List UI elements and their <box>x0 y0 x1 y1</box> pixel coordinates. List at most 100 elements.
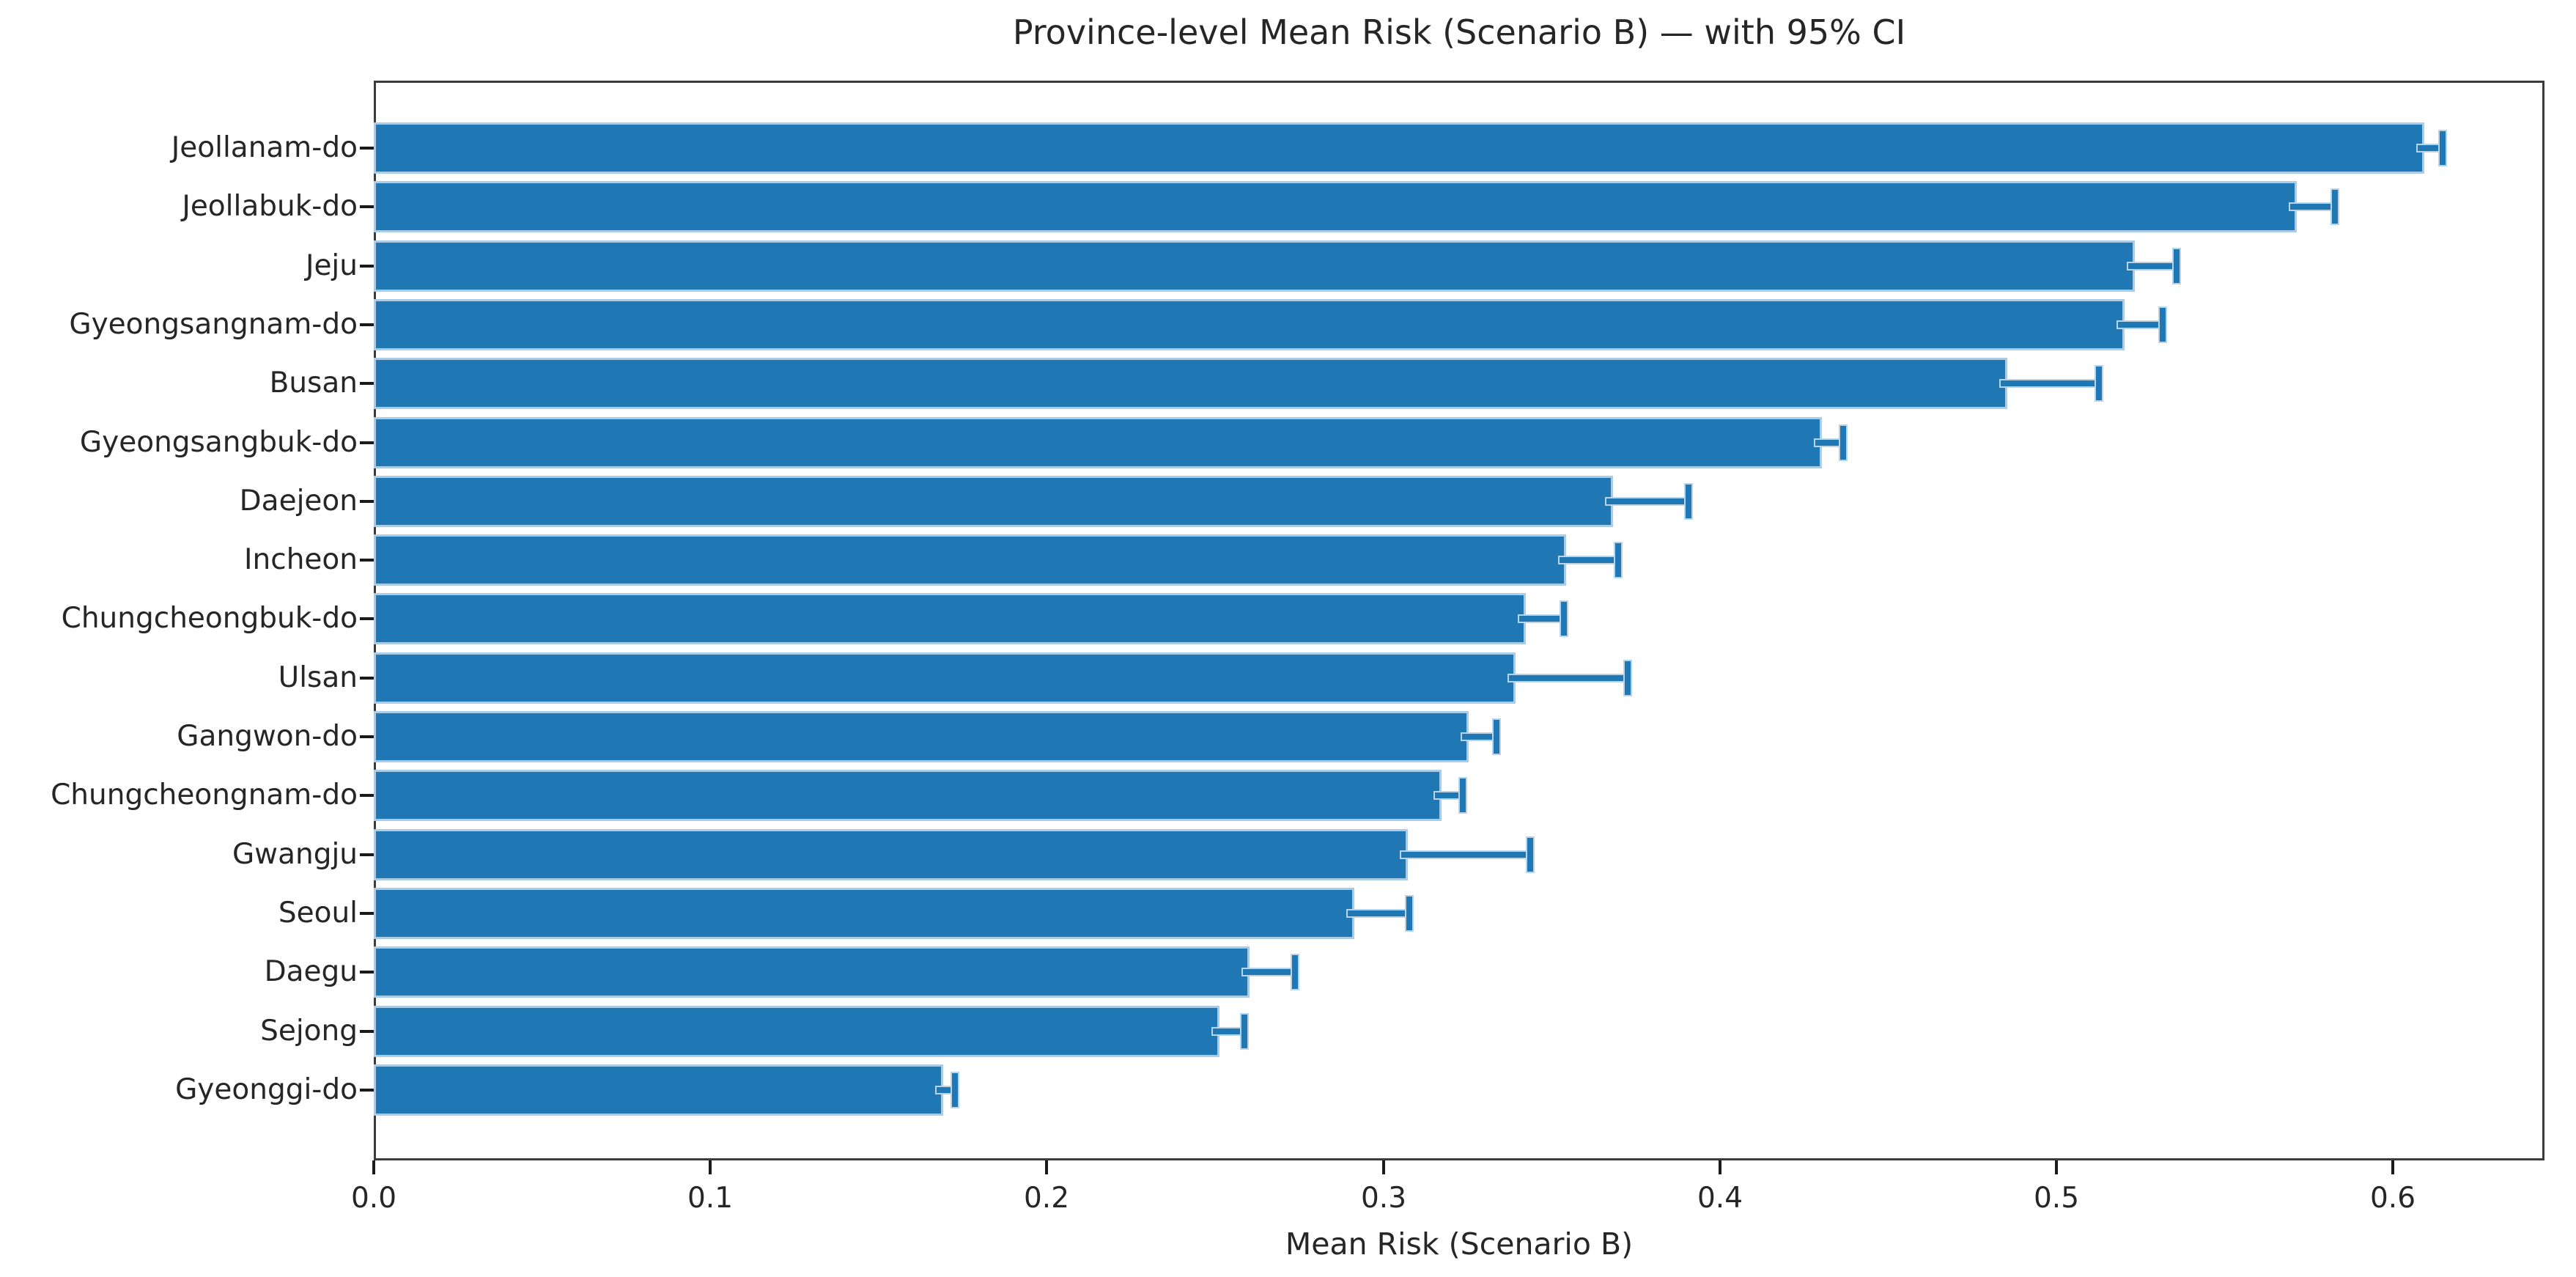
bar-seoul <box>374 887 1354 939</box>
error-cap-ulsan <box>1625 660 1631 695</box>
ytick-mark-ulsan <box>360 677 374 680</box>
error-whisker-jeollabuk-do <box>2290 204 2335 210</box>
ytick-label-jeollanam-do: Jeollanam-do <box>171 131 358 164</box>
xtick-mark-0.1 <box>709 1160 712 1174</box>
ytick-mark-seoul <box>360 912 374 915</box>
ytick-mark-sejong <box>360 1030 374 1033</box>
ytick-label-ulsan: Ulsan <box>278 661 358 694</box>
xtick-label-0.1: 0.1 <box>687 1182 734 1215</box>
bar-chungcheongbuk-do <box>374 593 1526 645</box>
ytick-mark-gwangju <box>360 853 374 856</box>
ytick-label-daejeon: Daejeon <box>239 485 358 518</box>
error-whisker-ulsan <box>1509 674 1628 681</box>
ytick-mark-chungcheongnam-do <box>360 794 374 797</box>
error-whisker-chungcheongbuk-do <box>1519 616 1564 622</box>
error-cap-seoul <box>1406 896 1412 930</box>
xtick-label-0.2: 0.2 <box>1023 1182 1070 1215</box>
ytick-mark-busan <box>360 382 374 385</box>
bar-daejeon <box>374 475 1613 527</box>
ytick-mark-gyeonggi-do <box>360 1089 374 1092</box>
error-whisker-gyeongsangbuk-do <box>1815 439 1843 446</box>
ytick-mark-jeju <box>360 265 374 268</box>
error-cap-busan <box>2096 367 2102 401</box>
error-cap-gyeonggi-do <box>952 1072 958 1107</box>
xtick-label-0.5: 0.5 <box>2033 1182 2080 1215</box>
xtick-mark-0.6 <box>2391 1160 2394 1174</box>
ytick-mark-incheon <box>360 559 374 562</box>
ytick-mark-chungcheongbuk-do <box>360 617 374 620</box>
ytick-label-sejong: Sejong <box>260 1015 358 1048</box>
bar-jeollabuk-do <box>374 181 2297 233</box>
ytick-mark-gyeongsangnam-do <box>360 323 374 326</box>
plot-area <box>374 81 2544 1160</box>
error-whisker-gangwon-do <box>1462 734 1496 740</box>
bar-jeju <box>374 240 2135 292</box>
xtick-mark-0.4 <box>1719 1160 1721 1174</box>
xtick-label-0.3: 0.3 <box>1360 1182 1407 1215</box>
bar-busan <box>374 358 2007 410</box>
bar-gyeongsangbuk-do <box>374 416 1822 468</box>
error-whisker-gyeongsangnam-do <box>2118 321 2163 328</box>
error-whisker-jeollanam-do <box>2418 145 2443 151</box>
error-whisker-jeju <box>2128 262 2177 269</box>
error-whisker-chungcheongnam-do <box>1435 792 1463 799</box>
error-cap-gyeongsangnam-do <box>2160 307 2166 342</box>
bar-incheon <box>374 534 1566 586</box>
error-whisker-seoul <box>1348 910 1409 916</box>
ytick-mark-jeollabuk-do <box>360 205 374 208</box>
xtick-mark-0.0 <box>372 1160 375 1174</box>
bar-daegu <box>374 946 1250 998</box>
ytick-label-busan: Busan <box>269 367 358 400</box>
error-whisker-daegu <box>1243 969 1294 976</box>
ytick-label-jeollabuk-do: Jeollabuk-do <box>182 190 358 223</box>
ytick-mark-gangwon-do <box>360 735 374 738</box>
error-whisker-busan <box>2001 380 2100 387</box>
ytick-label-incheon: Incheon <box>244 543 358 576</box>
ytick-mark-daegu <box>360 971 374 974</box>
ytick-label-chungcheongbuk-do: Chungcheongbuk-do <box>61 602 358 635</box>
xtick-mark-0.3 <box>1382 1160 1385 1174</box>
bar-gwangju <box>374 828 1408 880</box>
bar-ulsan <box>374 652 1516 704</box>
ytick-label-gyeonggi-do: Gyeonggi-do <box>175 1073 358 1106</box>
ytick-label-gyeongsangnam-do: Gyeongsangnam-do <box>69 308 358 341</box>
xtick-label-0.0: 0.0 <box>350 1182 397 1215</box>
error-cap-chungcheongbuk-do <box>1561 602 1567 636</box>
error-whisker-sejong <box>1213 1028 1244 1034</box>
bar-chungcheongnam-do <box>374 770 1442 822</box>
ytick-label-daegu: Daegu <box>264 955 358 988</box>
error-cap-gwangju <box>1527 837 1533 872</box>
ytick-label-chungcheongnam-do: Chungcheongnam-do <box>51 779 358 812</box>
ytick-mark-gyeongsangbuk-do <box>360 441 374 444</box>
bar-gangwon-do <box>374 711 1469 762</box>
error-cap-gyeongsangbuk-do <box>1840 425 1846 460</box>
error-cap-incheon <box>1615 543 1621 578</box>
error-cap-gangwon-do <box>1494 720 1499 754</box>
error-cap-daejeon <box>1686 484 1691 518</box>
error-cap-jeollanam-do <box>2440 131 2446 165</box>
error-whisker-incheon <box>1560 557 1617 564</box>
error-whisker-daejeon <box>1606 498 1689 504</box>
error-cap-sejong <box>1241 1014 1247 1048</box>
bar-gyeonggi-do <box>374 1064 943 1116</box>
xtick-mark-0.5 <box>2055 1160 2058 1174</box>
ytick-mark-daejeon <box>360 500 374 503</box>
ytick-label-gwangju: Gwangju <box>232 838 358 871</box>
bar-sejong <box>374 1005 1219 1057</box>
ytick-label-gangwon-do: Gangwon-do <box>177 720 358 753</box>
ytick-label-jeju: Jeju <box>305 249 358 282</box>
ytick-label-seoul: Seoul <box>278 897 358 930</box>
bar-jeollanam-do <box>374 122 2424 174</box>
bar-gyeongsangnam-do <box>374 298 2125 350</box>
error-cap-jeollabuk-do <box>2332 190 2338 224</box>
ytick-label-gyeongsangbuk-do: Gyeongsangbuk-do <box>79 426 358 459</box>
ytick-mark-jeollanam-do <box>360 147 374 150</box>
xtick-mark-0.2 <box>1045 1160 1048 1174</box>
x-axis-label: Mean Risk (Scenario B) <box>1285 1226 1634 1262</box>
error-whisker-gwangju <box>1401 851 1530 858</box>
error-cap-chungcheongnam-do <box>1460 779 1466 813</box>
error-cap-daegu <box>1292 955 1298 990</box>
error-whisker-gyeonggi-do <box>937 1086 954 1093</box>
chart-title: Province-level Mean Risk (Scenario B) — … <box>1012 12 1906 52</box>
